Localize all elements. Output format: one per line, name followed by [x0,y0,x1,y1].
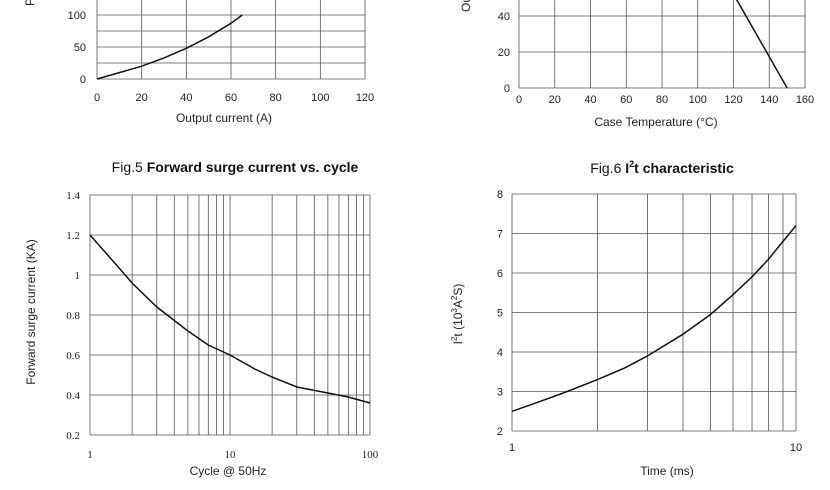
fig6-x-tick-label: 1 [509,442,515,454]
fig5-title-prefix: Fig.5 [112,159,147,175]
fig6-y-tick-label: 7 [497,229,503,241]
fig3-x-ticks: 0 20 40 60 80 100 120 [94,92,374,104]
fig3-x-tick-label: 60 [225,92,237,104]
fig4-x-tick-label: 20 [549,94,561,106]
fig6-y-tick-label: 2 [497,426,503,438]
fig3-grid [96,0,366,80]
fig6-ylabel-t: t (10 [451,312,465,336]
fig5-y-tick-label: 1.4 [66,190,80,202]
fig3-x-tick-label: 40 [180,92,192,104]
fig3-y-axis-label: Po [23,0,37,6]
fig6-ylabel-i: I [451,341,465,344]
fig3-x-axis-label: Output current (A) [176,111,272,125]
fig4-x-tick-label: 80 [656,94,668,106]
output-current-chart: 0 20 40 60 80 100 120 0 50 100 Output current (A… [23,0,374,125]
fig6-ylabel-sup1: 2 [450,336,459,341]
fig5-y-tick-label: 0.4 [66,390,80,402]
fig3-x-tick-label: 100 [311,92,329,104]
fig6-ylabel-a: A [451,300,465,308]
fig5-series-line [89,234,371,404]
fig5-x-tick-label: 1 [87,449,93,461]
fig5-x-ticks: 1 10 100 [87,449,379,461]
fig4-x-tick-label: 40 [584,94,596,106]
fig5-y-tick-label: 0.8 [66,310,80,322]
fig5-title-main: Forward surge current vs. cycle [147,159,359,175]
fig6-x-tick-label: 10 [790,442,802,454]
fig6-y-tick-label: 6 [497,268,503,280]
fig6-title-i: I [625,160,629,176]
case-temperature-chart: 0 20 40 60 80 100 120 140 160 0 20 40 Case Tempera… [459,0,814,129]
fig6-x-axis-label: Time (ms) [640,464,694,478]
fig5-y-tick-label: 0.6 [66,350,80,362]
fig4-x-tick-label: 120 [724,94,742,106]
fig4-y-ticks: 0 20 40 [498,11,510,95]
fig4-x-ticks: 0 20 40 60 80 100 120 140 160 [516,94,814,106]
fig3-x-tick-label: 20 [136,92,148,104]
fig6-ylabel-sup3: 2 [450,295,459,300]
fig5-y-tick-label: 1.2 [66,230,80,242]
fig4-x-tick-label: 0 [516,94,522,106]
fig4-series-line [735,0,788,89]
fig6-grid [511,193,797,432]
fig5-x-tick-label: 100 [362,449,379,461]
fig5-y-tick-label: 0.2 [66,430,80,442]
fig4-y-tick-label: 20 [498,47,510,59]
fig6-title-sup: 2 [629,159,634,169]
fig5-y-axis-label: Forward surge current (KA) [24,239,38,384]
fig4-x-tick-label: 60 [620,94,632,106]
fig3-y-tick-label: 0 [80,74,86,86]
fig6-title-prefix: Fig.6 [590,160,625,176]
fig6-series-line [511,225,797,413]
fig6-y-tick-label: 3 [497,387,503,399]
fig5-grid [89,194,371,436]
fig4-x-tick-label: 100 [689,94,707,106]
fig3-y-ticks: 0 50 100 [68,10,86,86]
fig4-grid [518,0,806,89]
fig6-ylabel-sup2: 3 [450,308,459,313]
fig4-y-tick-label: 0 [504,83,510,95]
fig4-y-tick-label: 40 [498,11,510,23]
fig4-x-tick-label: 160 [796,94,814,106]
fig6-y-tick-label: 4 [497,347,503,359]
fig3-y-tick-label: 50 [74,42,86,54]
fig6-y-tick-label: 5 [497,308,503,320]
fig5-x-axis-label: Cycle @ 50Hz [190,464,267,478]
fig6-title: Fig.6 I2t characteristic [590,159,734,176]
fig6-ylabel-s: S) [451,284,465,296]
fig5-title: Fig.5 Forward surge current vs. cycle [112,159,359,175]
fig5-y-ticks: 0.2 0.4 0.6 0.8 1 1.2 1.4 [66,190,80,442]
fig3-x-tick-label: 0 [94,92,100,104]
fig4-x-axis-label: Case Temperature (°C) [594,115,717,129]
fig6-y-tick-label: 8 [497,189,503,201]
fig4-y-axis-label: Ou [459,0,473,12]
fig5-y-tick-label: 1 [75,270,81,282]
fig3-x-tick-label: 120 [356,92,374,104]
fig4-x-tick-label: 140 [760,94,778,106]
fig6-title-rest: t characteristic [634,160,734,176]
fig6-y-ticks: 2 3 4 5 6 7 8 [497,189,503,438]
fig3-series-line [96,14,243,80]
fig6-x-ticks: 1 10 [509,442,802,454]
fig5-x-tick-label: 10 [225,449,237,461]
fig3-x-tick-label: 80 [270,92,282,104]
fig6-y-axis-label: I2t (103A2S) [450,284,465,345]
fig3-y-tick-label: 100 [68,10,86,22]
